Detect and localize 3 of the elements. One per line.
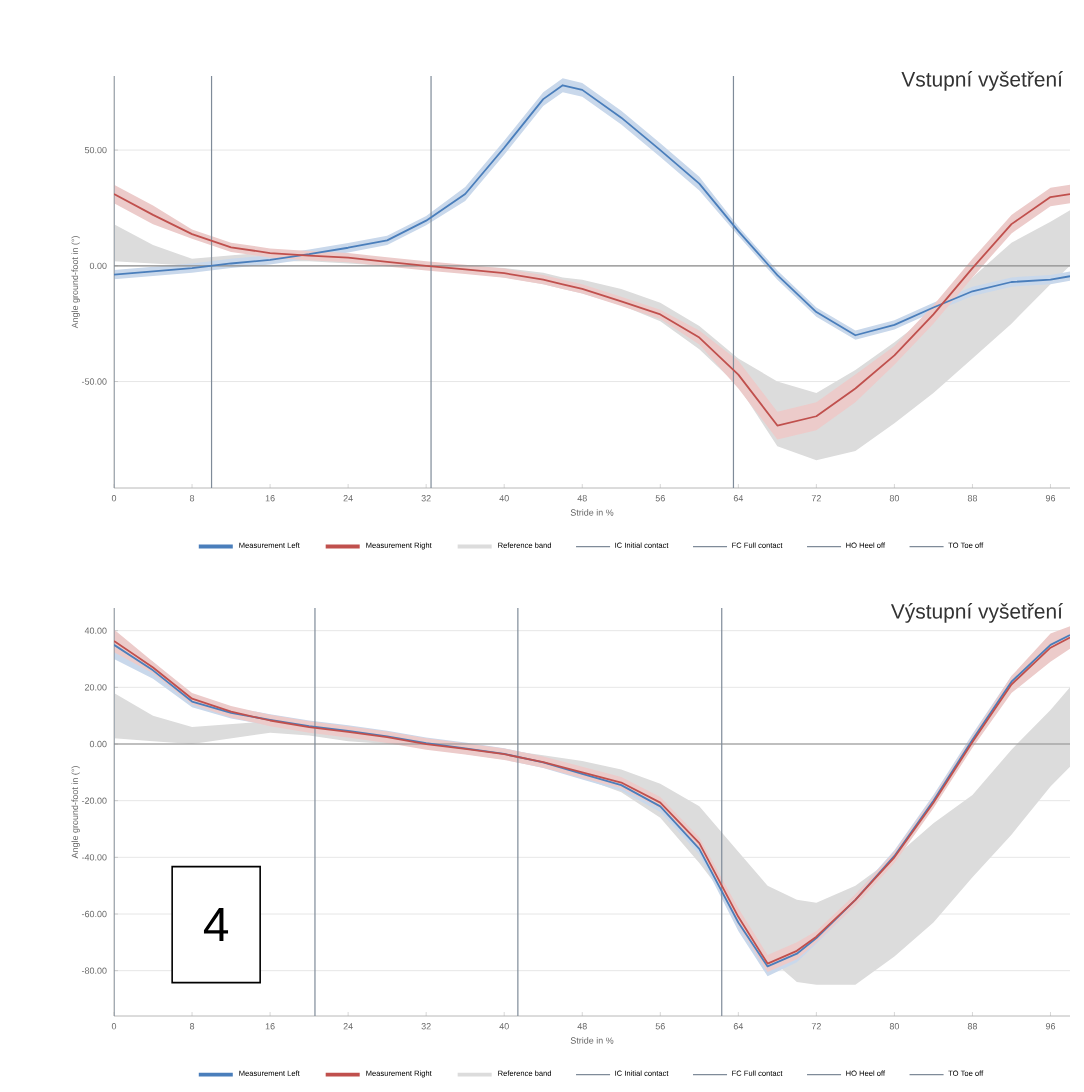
chart-title: Vstupní vyšetření — [901, 71, 1063, 91]
chart-title: Výstupní vyšetření — [890, 603, 1063, 623]
annotation: 4 — [203, 908, 229, 942]
